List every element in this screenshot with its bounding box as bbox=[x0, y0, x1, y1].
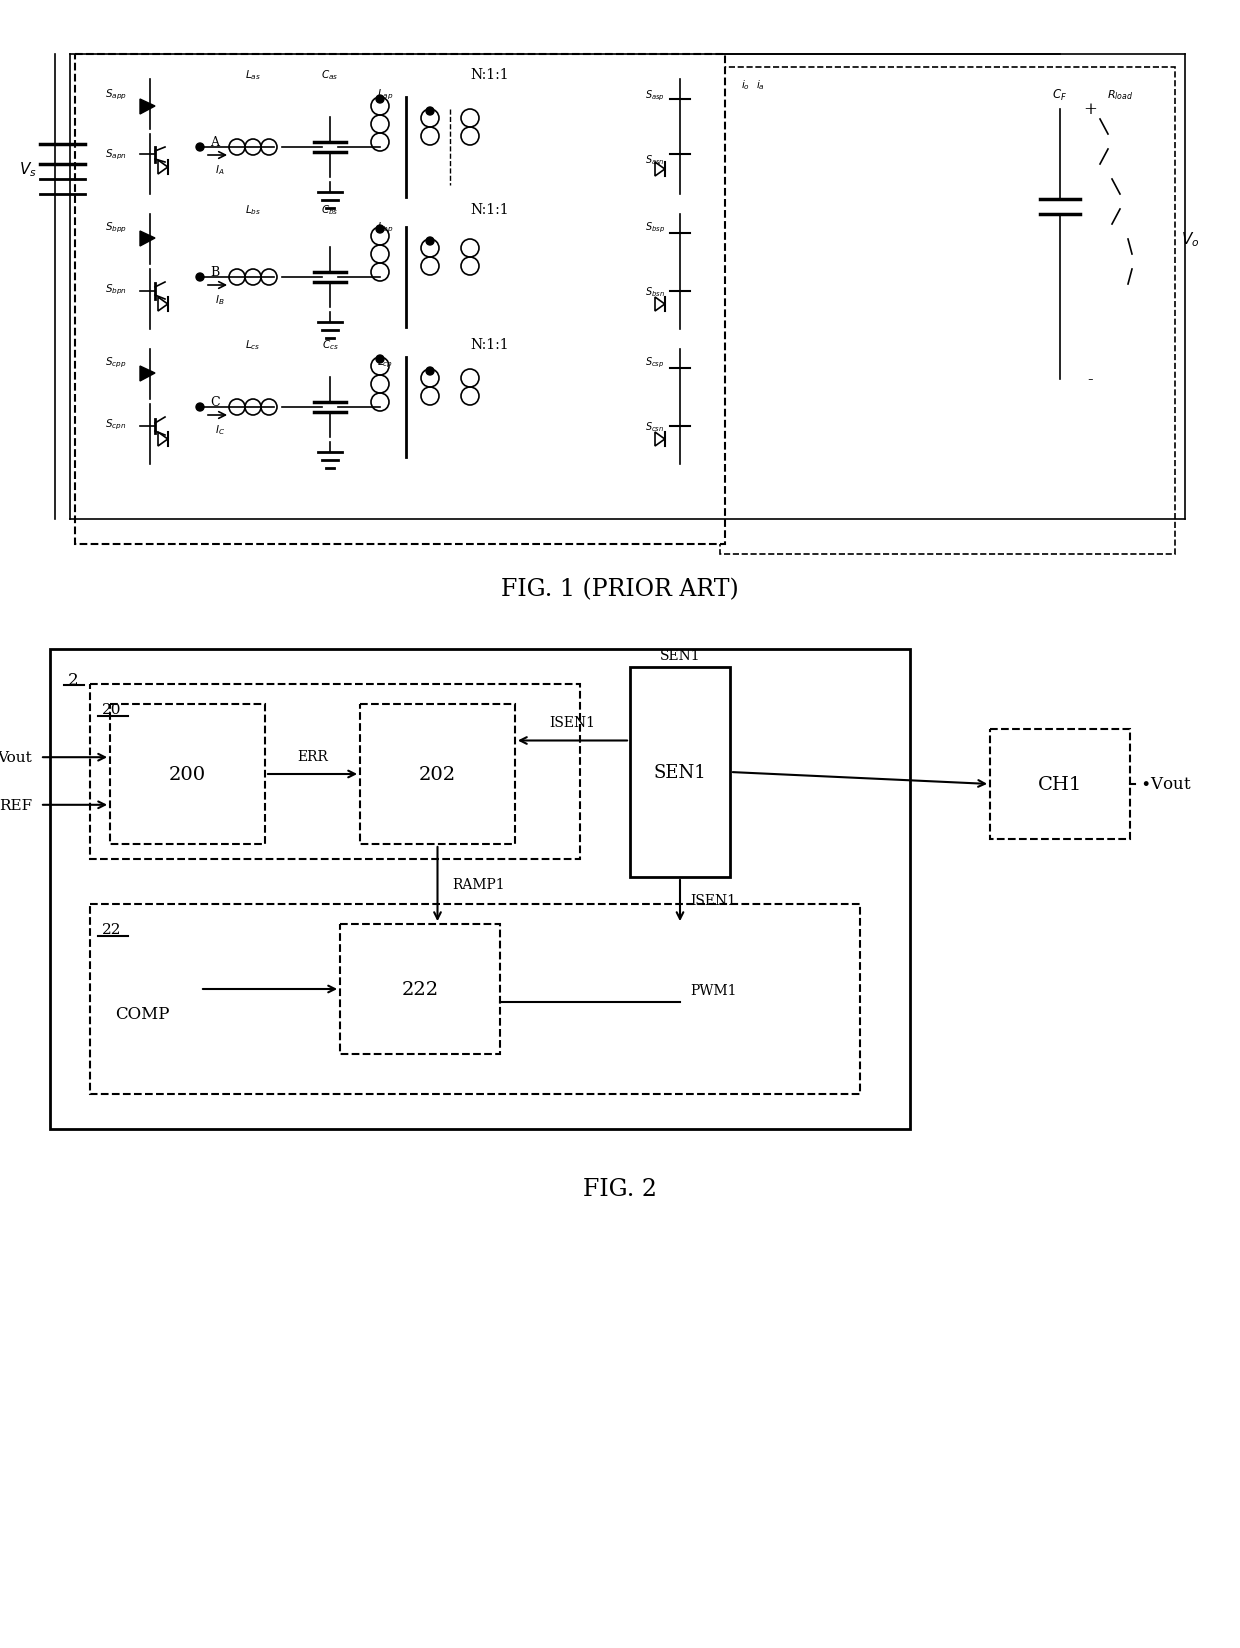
Bar bbox=[74, 54, 725, 545]
Text: ISEN1: ISEN1 bbox=[689, 893, 737, 908]
Text: $V_s$: $V_s$ bbox=[19, 160, 37, 180]
Text: $L_{ap}$: $L_{ap}$ bbox=[377, 87, 393, 102]
Text: $C_{bs}$: $C_{bs}$ bbox=[321, 203, 339, 218]
Text: $S_{apn}$: $S_{apn}$ bbox=[105, 148, 126, 162]
Text: $V_o$: $V_o$ bbox=[1180, 231, 1199, 249]
Text: $S_{bpn}$: $S_{bpn}$ bbox=[105, 282, 126, 297]
Text: $S_{app}$: $S_{app}$ bbox=[105, 87, 126, 102]
Text: 2: 2 bbox=[68, 672, 78, 689]
Text: N:1:1: N:1:1 bbox=[471, 203, 510, 218]
Polygon shape bbox=[140, 368, 155, 382]
Bar bbox=[630, 667, 730, 877]
Text: $i_o$: $i_o$ bbox=[740, 77, 749, 92]
Text: $C_F$: $C_F$ bbox=[1053, 87, 1068, 102]
Text: +: + bbox=[1083, 102, 1097, 119]
Bar bbox=[340, 925, 500, 1055]
Polygon shape bbox=[140, 101, 155, 115]
Circle shape bbox=[376, 96, 384, 104]
Text: $i_a$: $i_a$ bbox=[755, 77, 764, 92]
Bar bbox=[360, 705, 515, 844]
Text: PWM1: PWM1 bbox=[689, 984, 737, 997]
Circle shape bbox=[427, 107, 434, 115]
Bar bbox=[640, 81, 706, 194]
Text: 20: 20 bbox=[102, 702, 122, 717]
Bar bbox=[82, 204, 702, 339]
Text: 22: 22 bbox=[102, 923, 122, 936]
Bar bbox=[82, 339, 702, 475]
Bar bbox=[640, 349, 706, 465]
Text: $L_{cp}$: $L_{cp}$ bbox=[377, 356, 393, 369]
Bar bbox=[640, 214, 706, 330]
Text: $S_{bsn}$: $S_{bsn}$ bbox=[645, 285, 665, 298]
Text: ERR: ERR bbox=[298, 750, 327, 763]
Bar bbox=[110, 705, 265, 844]
Text: $S_{asn}$: $S_{asn}$ bbox=[645, 153, 665, 166]
Text: Vout: Vout bbox=[0, 751, 32, 765]
Text: ISEN1: ISEN1 bbox=[549, 717, 595, 730]
Polygon shape bbox=[140, 232, 155, 247]
Text: $L_{as}$: $L_{as}$ bbox=[246, 68, 260, 82]
Bar bbox=[50, 649, 910, 1129]
Text: $I_A$: $I_A$ bbox=[216, 163, 224, 176]
Bar bbox=[720, 68, 1176, 555]
Text: $I_C$: $I_C$ bbox=[215, 424, 224, 437]
Bar bbox=[91, 905, 861, 1094]
Text: $C_{as}$: $C_{as}$ bbox=[321, 68, 339, 82]
Text: N:1:1: N:1:1 bbox=[471, 68, 510, 82]
Text: $S_{cpp}$: $S_{cpp}$ bbox=[105, 356, 126, 369]
Bar bbox=[91, 684, 580, 860]
Text: $L_{bp}$: $L_{bp}$ bbox=[377, 221, 393, 236]
Bar bbox=[95, 81, 200, 194]
Text: A: A bbox=[210, 137, 219, 150]
Text: SEN1: SEN1 bbox=[653, 763, 707, 781]
Text: $\bullet$Vout: $\bullet$Vout bbox=[1140, 776, 1192, 793]
Text: $L_{cs}$: $L_{cs}$ bbox=[246, 338, 260, 351]
Text: $S_{asp}$: $S_{asp}$ bbox=[645, 89, 665, 104]
Text: $S_{cpn}$: $S_{cpn}$ bbox=[105, 417, 126, 432]
Circle shape bbox=[427, 237, 434, 246]
Circle shape bbox=[196, 404, 205, 412]
Text: 202: 202 bbox=[419, 766, 456, 783]
Circle shape bbox=[196, 143, 205, 152]
Circle shape bbox=[376, 226, 384, 234]
Text: $L_{bs}$: $L_{bs}$ bbox=[246, 203, 260, 218]
Text: 200: 200 bbox=[169, 766, 206, 783]
Text: $S_{bpp}$: $S_{bpp}$ bbox=[105, 221, 126, 236]
Text: B: B bbox=[210, 267, 219, 279]
Text: 222: 222 bbox=[402, 981, 439, 999]
Text: $C_{cs}$: $C_{cs}$ bbox=[321, 338, 339, 351]
Bar bbox=[95, 349, 200, 465]
Text: $R_{load}$: $R_{load}$ bbox=[1107, 87, 1133, 102]
Circle shape bbox=[376, 356, 384, 364]
Text: COMP: COMP bbox=[115, 1005, 170, 1023]
Bar bbox=[95, 214, 200, 330]
Text: $S_{bsp}$: $S_{bsp}$ bbox=[645, 221, 665, 236]
Text: C: C bbox=[210, 396, 219, 409]
Bar bbox=[990, 730, 1130, 839]
Text: N:1:1: N:1:1 bbox=[471, 338, 510, 351]
Text: $S_{csn}$: $S_{csn}$ bbox=[645, 420, 665, 433]
Text: RAMP1: RAMP1 bbox=[453, 877, 505, 892]
Circle shape bbox=[427, 368, 434, 376]
Text: REF: REF bbox=[0, 798, 32, 812]
Text: FIG. 1 (PRIOR ART): FIG. 1 (PRIOR ART) bbox=[501, 578, 739, 602]
Text: $I_B$: $I_B$ bbox=[216, 293, 224, 307]
Text: FIG. 2: FIG. 2 bbox=[583, 1178, 657, 1201]
Circle shape bbox=[196, 274, 205, 282]
Bar bbox=[82, 68, 702, 203]
Text: -: - bbox=[1087, 371, 1092, 389]
Text: SEN1: SEN1 bbox=[660, 649, 701, 662]
Text: CH1: CH1 bbox=[1038, 776, 1083, 794]
Text: $S_{csp}$: $S_{csp}$ bbox=[645, 356, 665, 369]
